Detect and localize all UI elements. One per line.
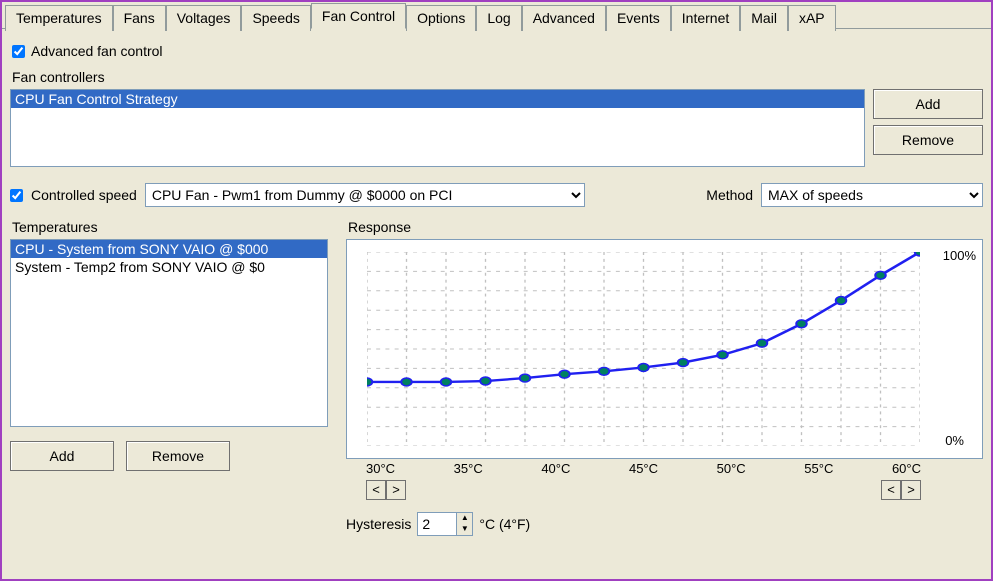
temps-label: Temperatures (12, 219, 328, 235)
temps-column: Temperatures CPU - System from SONY VAIO… (10, 217, 328, 471)
nav-lo-right-button[interactable]: > (386, 480, 406, 500)
tab-speeds[interactable]: Speeds (241, 5, 310, 31)
response-chart[interactable]: 100% 0% (346, 239, 983, 459)
controller-item[interactable]: CPU Fan Control Strategy (11, 90, 864, 108)
method-combo[interactable]: MAX of speeds (761, 183, 983, 207)
chart-nav-buttons: < > < > (346, 476, 983, 500)
hysteresis-input[interactable] (418, 513, 456, 535)
tab-internet[interactable]: Internet (671, 5, 740, 31)
nav-hi-left-button[interactable]: < (881, 480, 901, 500)
controllers-buttons: Add Remove (873, 89, 983, 167)
controllers-listbox[interactable]: CPU Fan Control Strategy (10, 89, 865, 167)
remove-controller-button[interactable]: Remove (873, 125, 983, 155)
method-label: Method (706, 187, 753, 203)
response-label: Response (348, 219, 983, 235)
add-controller-button[interactable]: Add (873, 89, 983, 119)
hysteresis-row: Hysteresis ▲ ▼ °C (4°F) (346, 512, 983, 536)
x-tick-label: 60°C (892, 461, 921, 476)
hysteresis-label: Hysteresis (346, 516, 411, 532)
tab-log[interactable]: Log (476, 5, 521, 31)
add-temp-button[interactable]: Add (10, 441, 114, 471)
tab-fan-control[interactable]: Fan Control (311, 3, 406, 29)
y-max-label: 100% (943, 248, 976, 263)
controllers-label: Fan controllers (12, 69, 983, 85)
y-min-label: 0% (945, 433, 964, 448)
tab-voltages[interactable]: Voltages (166, 5, 242, 31)
controllers-row: CPU Fan Control Strategy Add Remove (10, 89, 983, 167)
temp-item[interactable]: System - Temp2 from SONY VAIO @ $0 (11, 258, 327, 276)
remove-temp-button[interactable]: Remove (126, 441, 230, 471)
tab-temperatures[interactable]: Temperatures (5, 5, 113, 31)
x-tick-label: 30°C (366, 461, 395, 476)
hysteresis-unit: °C (4°F) (479, 516, 530, 532)
controlled-speed-checkbox[interactable] (10, 189, 23, 202)
advanced-fan-checkbox[interactable] (12, 45, 25, 58)
nav-hi-right-button[interactable]: > (901, 480, 921, 500)
tab-fans[interactable]: Fans (113, 5, 166, 31)
advanced-fan-label: Advanced fan control (31, 43, 163, 59)
spinner-down-button[interactable]: ▼ (456, 524, 472, 535)
tab-events[interactable]: Events (606, 5, 671, 31)
fan-control-panel: Advanced fan control Fan controllers CPU… (2, 29, 991, 544)
speed-combo[interactable]: CPU Fan - Pwm1 from Dummy @ $0000 on PCI (145, 183, 585, 207)
speed-method-row: Controlled speed CPU Fan - Pwm1 from Dum… (10, 183, 983, 207)
x-tick-label: 55°C (804, 461, 833, 476)
x-tick-label: 50°C (717, 461, 746, 476)
bottom-row: Temperatures CPU - System from SONY VAIO… (10, 217, 983, 536)
temps-buttons: Add Remove (10, 441, 328, 471)
tab-strip: TemperaturesFansVoltagesSpeedsFan Contro… (2, 2, 991, 29)
tab-advanced[interactable]: Advanced (522, 5, 606, 31)
chart-svg (367, 252, 920, 446)
x-tick-label: 45°C (629, 461, 658, 476)
temps-listbox[interactable]: CPU - System from SONY VAIO @ $000System… (10, 239, 328, 427)
spinner-up-button[interactable]: ▲ (456, 513, 472, 524)
tab-xap[interactable]: xAP (788, 5, 836, 31)
controlled-speed-label: Controlled speed (31, 187, 137, 203)
x-tick-label: 35°C (454, 461, 483, 476)
temp-item[interactable]: CPU - System from SONY VAIO @ $000 (11, 240, 327, 258)
x-tick-label: 40°C (541, 461, 570, 476)
hysteresis-spinner[interactable]: ▲ ▼ (417, 512, 473, 536)
response-column: Response 100% 0% 30°C 35°C 40°C 45°C 50°C 55°… (346, 217, 983, 536)
tab-mail[interactable]: Mail (740, 5, 788, 31)
x-axis-labels: 30°C 35°C 40°C 45°C 50°C 55°C 60°C (346, 459, 983, 476)
tab-options[interactable]: Options (406, 5, 476, 31)
nav-lo-left-button[interactable]: < (366, 480, 386, 500)
advanced-fan-row: Advanced fan control (12, 43, 983, 59)
